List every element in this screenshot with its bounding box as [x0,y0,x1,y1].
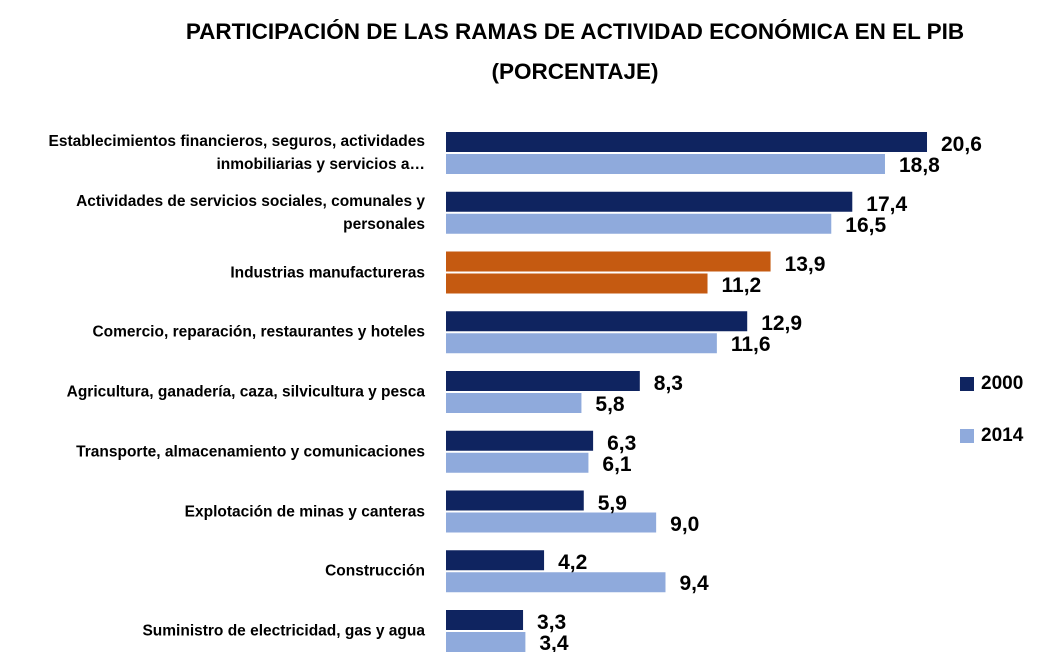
value-label: 3,4 [539,632,569,652]
category-label: Transporte, almacenamiento y comunicacio… [76,443,425,461]
bar [446,213,832,234]
category-label: Explotación de minas y canteras [184,503,425,520]
value-label: 4,2 [558,551,588,575]
legend-label: 2000 [981,373,1024,394]
bar [446,154,885,174]
value-label: 20,6 [941,133,982,156]
bar [446,311,748,332]
legend-label: 2014 [981,425,1024,446]
category-label: Comercio, reparación, restaurantes y hot… [92,323,425,341]
value-label: 5,9 [597,491,627,515]
value-label: 18,8 [898,154,940,177]
category-label: Agricultura, ganadería, caza, silvicultu… [66,383,425,401]
bar [446,550,545,571]
value-label: 6,3 [607,431,637,455]
value-label: 17,4 [866,192,908,216]
bar [446,371,640,391]
bar [446,273,708,294]
bar [446,632,526,652]
value-label: 11,2 [721,273,762,297]
bar [446,132,928,152]
chart-title: PARTICIPACIÓN DE LAS RAMAS DE ACTIVIDAD … [185,19,965,84]
value-label: 13,9 [784,252,826,276]
bar [446,430,594,451]
legend-swatch [960,377,974,391]
bar [446,610,524,630]
value-label: 6,1 [602,452,632,476]
value-label: 9,0 [670,512,700,536]
value-label: 9,4 [679,572,709,596]
value-label: 5,8 [595,393,625,416]
bar [446,251,771,272]
bar [446,572,666,593]
legend-swatch [960,429,974,443]
value-label: 11,6 [730,333,771,357]
bar [446,512,657,533]
value-label: 16,5 [845,213,887,237]
category-label: Actividades de servicios sociales, comun… [76,192,425,233]
bar [446,452,589,473]
bar [446,191,853,212]
value-label: 8,3 [653,372,683,395]
bar [446,393,582,413]
category-label: Establecimientos financieros, seguros, a… [48,133,425,173]
category-label: Industrias manufactureras [230,264,425,281]
value-label: 12,9 [761,312,803,336]
category-label: Suministro de electricidad, gas y agua [142,622,425,640]
value-label: 3,3 [537,611,567,634]
category-label: Construcción [325,562,425,580]
bar [446,333,717,354]
bar [446,490,584,511]
